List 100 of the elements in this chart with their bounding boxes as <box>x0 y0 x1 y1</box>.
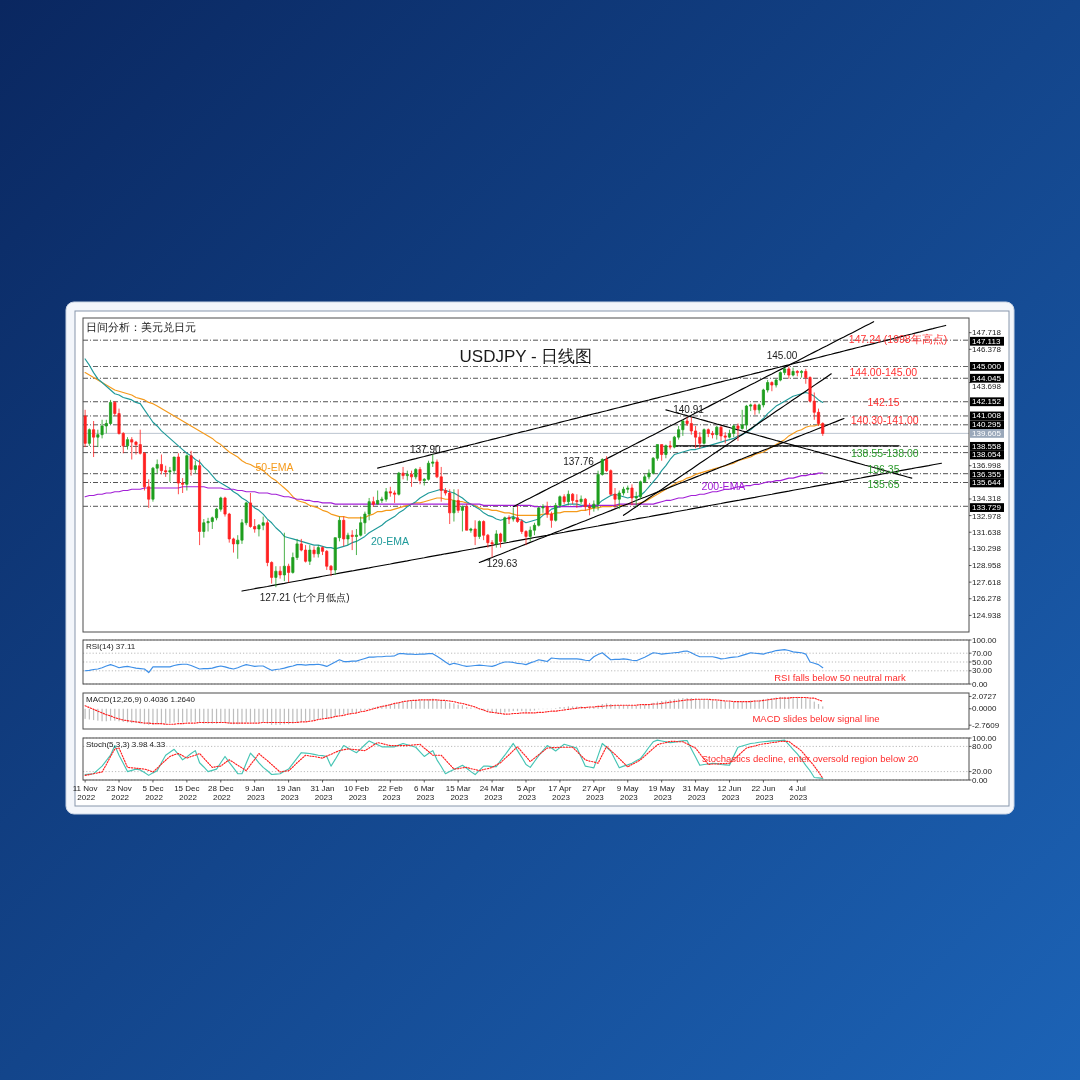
text: USDJPY - 日线图 <box>459 346 593 366</box>
candlestick <box>384 487 388 503</box>
candlestick <box>617 490 621 510</box>
series-label: 200-EMA <box>701 480 746 493</box>
y-tick-label: 146.378 <box>972 345 1002 355</box>
candlestick <box>410 470 414 488</box>
y-tick-label: 143.698 <box>972 382 1002 392</box>
y-tick-label: 80.00 <box>972 742 993 752</box>
series-label: 20-EMA <box>371 534 409 547</box>
candlestick <box>711 430 715 439</box>
x-tick-label: 24 Mar 2023 <box>479 783 505 802</box>
x-tick-label: 5 Dec 2022 <box>142 783 164 802</box>
ref-line-label: 139.605 <box>972 428 1002 438</box>
candlestick <box>397 471 401 496</box>
candlestick <box>770 380 774 392</box>
y-tick-label: 128.958 <box>972 561 1002 570</box>
ref-line-label: 138.054 <box>972 450 1002 460</box>
candlestick <box>282 532 286 582</box>
x-tick-label: 19 Jan 2023 <box>276 783 301 802</box>
y-tick-label: 2.0727 <box>972 691 998 701</box>
x-tick-label: 5 Apr 2023 <box>515 783 537 802</box>
x-tick-label: 4 Jul 2023 <box>787 783 808 802</box>
candlestick <box>727 429 731 439</box>
annotation: 127.21 (七个月低点) <box>259 591 350 603</box>
candlestick <box>456 488 460 514</box>
y-tick-label: 30.00 <box>972 666 993 676</box>
candlestick <box>418 466 422 485</box>
candlestick <box>630 483 634 506</box>
candlestick <box>583 497 587 511</box>
x-tick-label: 23 Nov 2022 <box>106 783 132 802</box>
candlestick <box>740 409 744 431</box>
candlestick <box>185 454 189 491</box>
annotation: 145.00 <box>766 350 798 362</box>
candlestick <box>732 424 736 438</box>
candlestick <box>528 526 532 542</box>
ref-line-label: 140.295 <box>972 420 1002 430</box>
x-tick-label: 31 May 2023 <box>682 783 709 802</box>
candlestick <box>575 493 579 509</box>
candlestick <box>316 544 320 558</box>
line-series <box>84 649 824 674</box>
candlestick <box>87 428 91 447</box>
candlestick <box>795 369 799 377</box>
x-tick-label: 11 Nov 2022 <box>72 783 98 802</box>
ref-line-label: 133.729 <box>972 503 1002 513</box>
chart-title: Stoch(5,3,3) 3.98 4.33 <box>86 739 166 749</box>
ref-line-label: 144.045 <box>972 373 1002 383</box>
x-tick-label: 22 Jun 2023 <box>751 783 776 802</box>
candlestick <box>376 490 380 505</box>
chart-title: RSI(14) 37.11 <box>86 641 136 651</box>
ref-line-label: 145.000 <box>972 361 1002 371</box>
annotation: 140.30-141.00 <box>850 414 919 427</box>
y-tick-label: 134.318 <box>972 494 1002 504</box>
candlestick <box>477 519 481 540</box>
annotation: 144.00-145.00 <box>849 366 918 379</box>
annotation: 135.65 <box>867 478 900 491</box>
candlestick <box>278 565 282 580</box>
candlestick <box>706 428 710 438</box>
candlestick <box>342 516 346 547</box>
annotation: 142.15 <box>867 396 900 409</box>
line-series <box>84 372 824 519</box>
candlestick <box>503 516 507 544</box>
candlestick <box>473 519 477 546</box>
candlestick <box>681 419 685 437</box>
y-tick-label: 20.00 <box>972 767 993 777</box>
chart-subtitle: 日间分析：美元兑日元 <box>86 320 196 333</box>
x-tick-label: 27 Apr 2023 <box>582 783 606 802</box>
candlestick <box>511 507 515 522</box>
y-tick-label: 124.938 <box>972 610 1002 620</box>
candlestick <box>579 495 583 505</box>
candlestick <box>566 490 570 506</box>
candlestick <box>202 518 206 539</box>
candlestick <box>92 420 96 458</box>
y-tick-label: 0.0000 <box>972 704 998 714</box>
candlestick <box>702 428 706 445</box>
candlestick <box>126 436 130 450</box>
y-tick-label: 132.978 <box>972 511 1002 521</box>
candlestick <box>159 454 163 475</box>
candlestick <box>198 459 202 546</box>
ref-line-label: 142.152 <box>972 397 1002 407</box>
candlestick <box>588 502 592 516</box>
candlestick <box>460 505 464 532</box>
candlestick <box>668 440 672 450</box>
y-tick-label: 0.00 <box>972 775 989 785</box>
x-tick-label: 15 Mar 2023 <box>445 783 471 802</box>
x-tick-label: 10 Feb 2023 <box>343 783 370 802</box>
x-tick-label: 9 May 2023 <box>616 783 639 802</box>
candlestick <box>193 460 197 474</box>
candlestick <box>465 503 469 531</box>
ref-line-label: 135.644 <box>972 478 1002 488</box>
candlestick <box>571 492 575 505</box>
ref-line-label: 147.113 <box>972 336 1001 346</box>
candlestick <box>791 367 795 377</box>
y-tick-label: 126.278 <box>972 594 1002 604</box>
y-tick-label: 70.00 <box>972 648 993 658</box>
x-tick-label: 15 Dec 2022 <box>174 783 200 802</box>
y-tick-label: 127.618 <box>972 577 1002 587</box>
x-tick-label: 9 Jan 2023 <box>244 783 266 802</box>
annotation: 129.63 <box>486 557 518 569</box>
y-tick-label: 147.718 <box>972 328 1002 338</box>
candlestick <box>393 490 397 504</box>
